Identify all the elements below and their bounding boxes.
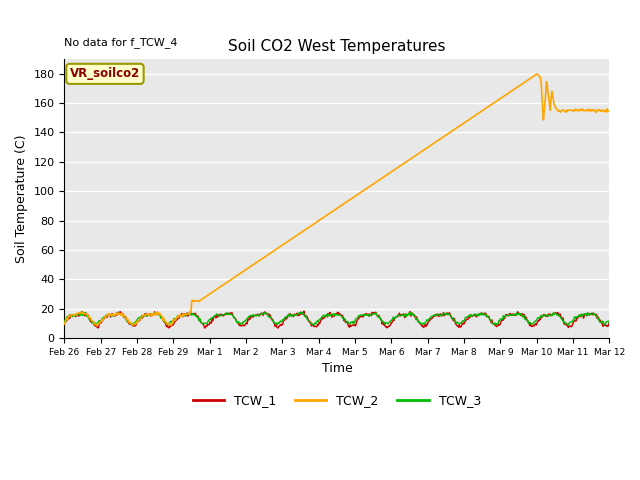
Text: No data for f_TCW_4: No data for f_TCW_4 bbox=[65, 36, 178, 48]
X-axis label: Time: Time bbox=[321, 362, 352, 375]
Title: Soil CO2 West Temperatures: Soil CO2 West Temperatures bbox=[228, 38, 445, 54]
Text: VR_soilco2: VR_soilco2 bbox=[70, 67, 140, 80]
Y-axis label: Soil Temperature (C): Soil Temperature (C) bbox=[15, 134, 28, 263]
Legend: TCW_1, TCW_2, TCW_3: TCW_1, TCW_2, TCW_3 bbox=[188, 389, 486, 412]
